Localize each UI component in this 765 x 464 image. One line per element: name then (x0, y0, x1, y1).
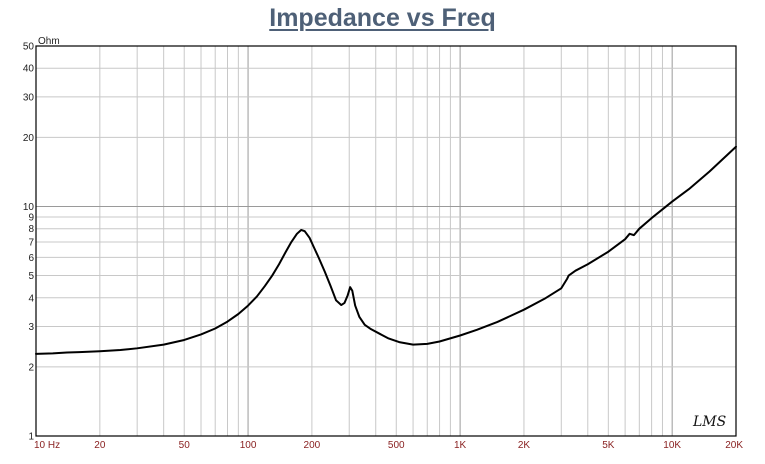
x-tick-label: 500 (388, 440, 405, 451)
x-tick-label: 5K (602, 440, 615, 451)
lms-watermark: LMS (692, 414, 726, 430)
y-tick-label: 8 (28, 224, 34, 235)
x-tick-label: 10K (663, 440, 681, 451)
y-tick-label: 10 (23, 202, 35, 213)
x-tick-label: 2K (518, 440, 531, 451)
y-tick-label: 5 (28, 271, 34, 282)
y-tick-label: 40 (23, 64, 35, 75)
x-tick-labels: 10 Hz 20 50 100 200 500 1K 2K 5K 10K 20K (34, 440, 743, 451)
y-tick-label: 3 (28, 322, 34, 333)
y-tick-label: 6 (28, 253, 34, 264)
x-tick-label: 20 (94, 440, 106, 451)
y-tick-label: 4 (28, 293, 34, 304)
y-tick-label: 9 (28, 212, 34, 223)
x-tick-label: 100 (240, 440, 257, 451)
impedance-curve (35, 145, 737, 355)
plot-frame (35, 45, 737, 437)
y-tick-label: 50 (23, 42, 35, 53)
x-tick-label: 200 (304, 440, 321, 451)
y-tick-label: 30 (23, 92, 35, 103)
x-tick-label: 10 Hz (34, 440, 60, 451)
y-tick-label: 1 (28, 432, 34, 443)
x-tick-label: 50 (179, 440, 191, 451)
y-tick-label: 2 (28, 362, 34, 373)
x-tick-label: 1K (454, 440, 467, 451)
grid-lines (35, 45, 737, 437)
chart-title: Impedance vs Freq (269, 4, 496, 32)
x-tick-label: 20K (725, 440, 743, 451)
y-axis-label: Ohm (38, 36, 60, 47)
y-tick-label: 20 (23, 133, 35, 144)
y-tick-label: 7 (28, 238, 34, 249)
